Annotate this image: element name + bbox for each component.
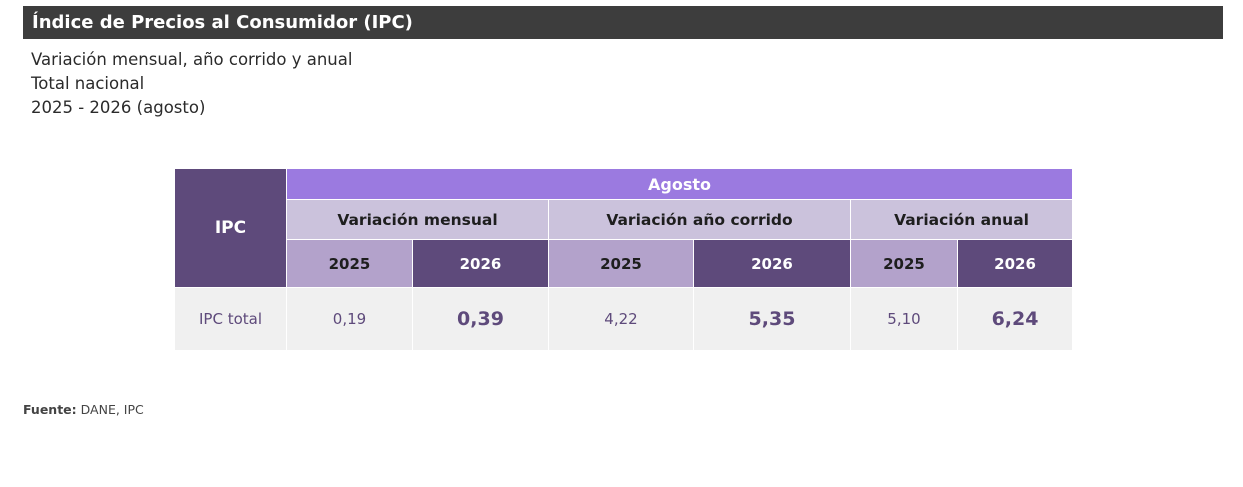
cell-ano-corrido-2026: 5,35 <box>693 287 851 351</box>
cell-ano-corrido-2025: 4,22 <box>548 287 694 351</box>
cell-anual-2026: 6,24 <box>956 287 1074 351</box>
page-title-text: Índice de Precios al Consumidor (IPC) <box>32 12 413 33</box>
year-header-mensual-2025: 2025 <box>286 239 413 288</box>
row-header-ipc: IPC <box>174 168 287 288</box>
period-header: Agosto <box>285 168 1074 200</box>
subtitle-block: Variación mensual, año corrido y anual T… <box>31 48 352 120</box>
group-header-anual: Variación anual <box>849 199 1074 240</box>
row-label-ipc-total: IPC total <box>174 287 287 351</box>
year-header-mensual-2026: 2026 <box>412 239 549 288</box>
header-row-years: 2025 2026 2025 2026 2025 2026 <box>175 239 1074 288</box>
page-title: Índice de Precios al Consumidor (IPC) <box>23 6 1223 39</box>
cell-mensual-2025: 0,19 <box>286 287 413 351</box>
table-row: IPC total 0,19 0,39 4,22 5,35 5,10 6,24 <box>174 287 1074 351</box>
year-header-ano-corrido-2025: 2025 <box>548 239 694 288</box>
year-header-ano-corrido-2026: 2026 <box>693 239 851 288</box>
cell-mensual-2026: 0,39 <box>412 287 549 351</box>
ipc-table: IPC Agosto Variación mensual Variación a… <box>174 168 1074 351</box>
subtitle-line-2: Total nacional <box>31 74 145 93</box>
group-header-mensual: Variación mensual <box>286 199 549 240</box>
year-header-anual-2026: 2026 <box>956 239 1074 288</box>
subtitle-line-1: Variación mensual, año corrido y anual <box>31 50 353 69</box>
header-row-period: IPC Agosto <box>174 168 1074 288</box>
header-row-groups: Variación mensual Variación año corrido … <box>175 199 1074 240</box>
source-label: Fuente: <box>23 402 77 417</box>
cell-anual-2025: 5,10 <box>850 287 958 351</box>
group-header-ano-corrido: Variación año corrido <box>548 199 851 240</box>
subtitle-line-3: 2025 - 2026 (agosto) <box>31 98 206 117</box>
source-text: DANE, IPC <box>80 402 144 417</box>
source-note: Fuente: DANE, IPC <box>23 402 144 417</box>
year-header-anual-2025: 2025 <box>850 239 958 288</box>
